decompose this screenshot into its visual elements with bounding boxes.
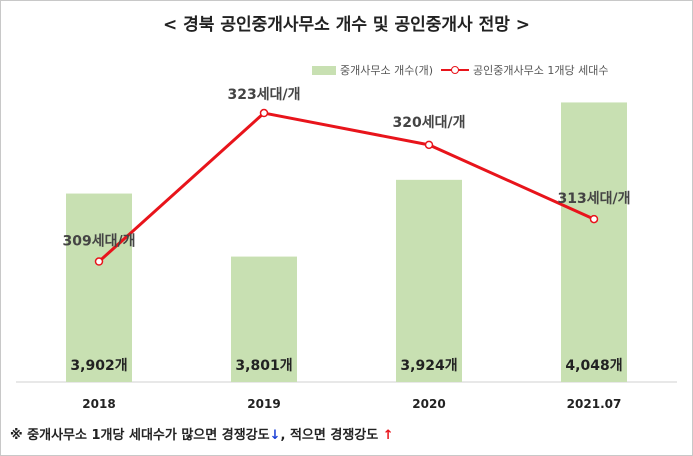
x-tick-label: 2019 <box>247 397 280 411</box>
legend-bar-label: 중개사무소 개수(개) <box>340 64 434 77</box>
bar-value-label: 3,801개 <box>235 358 292 374</box>
bar-series: 3,902개 3,801개 3,924개 4,048개 <box>66 102 627 382</box>
bar-2020 <box>396 179 462 382</box>
legend-line-label: 공인중개사무소 1개당 세대수 <box>473 64 609 77</box>
line-point-2019 <box>259 108 269 118</box>
bar-2021.07 <box>561 102 627 382</box>
bar-2019 <box>231 256 297 382</box>
chart-legend: 중개사무소 개수(개) 공인중개사무소 1개당 세대수 <box>312 62 608 78</box>
footnote-prefix: ※ 중개사무소 1개당 세대수가 많으면 경쟁강도 <box>10 428 270 443</box>
line-value-label: 313세대/개 <box>558 191 631 207</box>
chart-title: < 경북 공인중개사무소 개수 및 공인중개사 전망 > <box>162 15 531 35</box>
line-point-2018 <box>94 257 104 266</box>
line-value-label: 309세대/개 <box>63 234 136 250</box>
bar-value-label: 3,902개 <box>70 358 127 374</box>
legend-bar-swatch <box>312 65 336 75</box>
x-tick-label: 2018 <box>82 397 115 411</box>
footnote: ※ 중개사무소 1개당 세대수가 많으면 경쟁강도↓, 적으면 경쟁강도 ↑ <box>10 424 394 443</box>
bar-value-label: 4,048개 <box>565 358 622 374</box>
up-arrow-icon: ↑ <box>382 428 394 443</box>
line-series: 309세대/개 323세대/개 320세대/개 313세대/개 <box>63 87 631 266</box>
line-point-2020 <box>424 140 434 150</box>
footnote-middle: , 적으면 경쟁강도 <box>280 428 383 443</box>
legend-line-swatch <box>441 63 470 77</box>
x-tick-label: 2020 <box>412 397 445 411</box>
line-value-label: 323세대/개 <box>228 87 301 103</box>
x-tick-label: 2021.07 <box>567 397 622 411</box>
down-arrow-icon: ↓ <box>269 428 281 443</box>
line-value-label: 320세대/개 <box>393 115 466 131</box>
bar-2018 <box>66 193 132 382</box>
x-axis-ticks: 2018 2019 2020 2021.07 <box>82 397 621 411</box>
line-path <box>97 111 595 263</box>
line-point-2021.07 <box>589 214 599 224</box>
bar-value-label: 3,924개 <box>400 358 457 374</box>
